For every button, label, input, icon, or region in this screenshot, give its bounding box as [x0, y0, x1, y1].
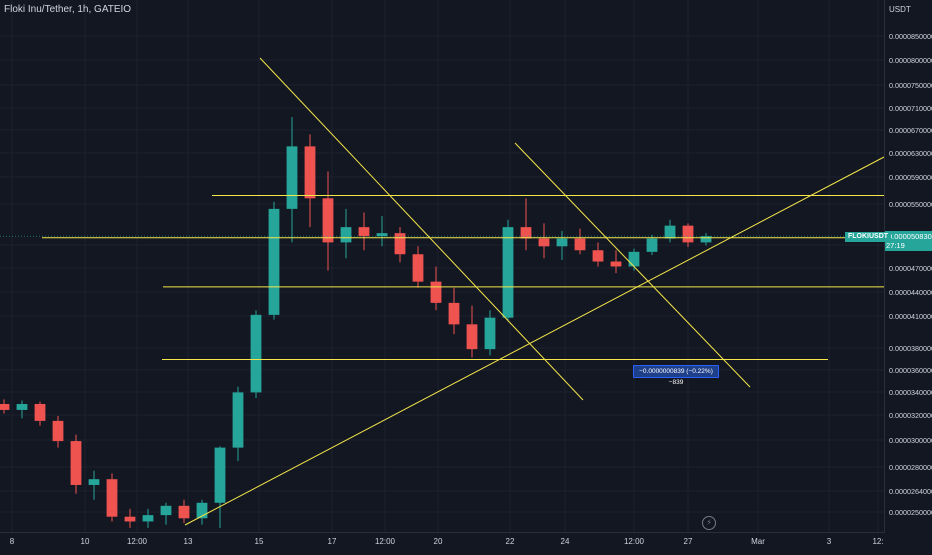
- bar-countdown: 27:19: [886, 241, 905, 250]
- candle-body: [304, 146, 316, 199]
- symbol-price-tag: FLOKIUSDT: [845, 232, 892, 242]
- candle-body: [502, 227, 514, 318]
- last-price-label: 0.0000508303: [885, 231, 932, 251]
- candle-body: [16, 404, 28, 410]
- candle-body: [160, 505, 172, 516]
- y-tick-label: 0.0000280000: [889, 463, 932, 472]
- candle-body: [376, 233, 388, 237]
- y-tick-label: 0.0000750000: [889, 81, 932, 90]
- candle-body: [538, 238, 550, 247]
- candle-body: [214, 447, 226, 503]
- y-tick-label: 0.0000800000: [889, 56, 932, 65]
- x-tick-label: 10: [81, 537, 90, 546]
- candle-body: [34, 404, 46, 421]
- y-tick-label: 0.0000360000: [889, 366, 932, 375]
- trend-line: [514, 142, 751, 388]
- candle-body: [286, 146, 298, 209]
- y-tick-label: 0.0000550000: [889, 200, 932, 209]
- x-tick-label: 20: [434, 537, 443, 546]
- candle-body: [520, 227, 532, 239]
- x-tick-label: Mar: [751, 537, 765, 546]
- x-tick-label: 15: [255, 537, 264, 546]
- candle-body: [412, 254, 424, 282]
- candle-body: [484, 317, 496, 350]
- x-tick-label: 12:: [872, 537, 883, 546]
- candle-body: [664, 225, 676, 239]
- x-tick-label: 12:00: [375, 537, 396, 546]
- candle-body: [574, 238, 586, 251]
- y-tick-label: 0.0000850000: [889, 32, 932, 41]
- candle-body: [106, 479, 118, 517]
- last-price-value: 0.0000508303: [888, 232, 932, 241]
- y-tick-label: 0.0000380000: [889, 344, 932, 353]
- x-tick-label: 17: [328, 537, 337, 546]
- y-tick-label: 0.0000440000: [889, 288, 932, 297]
- y-tick-label: 0.0000670000: [889, 126, 932, 135]
- y-tick-label: 0.0000320000: [889, 411, 932, 420]
- x-tick-label: 8: [10, 537, 15, 546]
- x-tick-label: 12:00: [624, 537, 645, 546]
- axis-currency-label[interactable]: USDT: [889, 5, 911, 14]
- x-tick-label: 24: [561, 537, 570, 546]
- y-tick-label: 0.0000340000: [889, 388, 932, 397]
- x-tick-label: 22: [506, 537, 515, 546]
- candle-body: [394, 233, 406, 255]
- candle-body: [322, 198, 334, 243]
- candle-body: [52, 420, 64, 442]
- candle-body: [628, 251, 640, 267]
- trend-line: [259, 57, 584, 401]
- candle-body: [556, 238, 568, 247]
- x-tick-label: 3: [827, 537, 832, 546]
- symbol-title: Floki Inu/Tether, 1h, GATEIO: [4, 4, 132, 15]
- y-tick-label: 0.0000300000: [889, 436, 932, 445]
- price-axis-border: [884, 0, 885, 532]
- candle-body: [682, 225, 694, 243]
- candle-body: [700, 236, 712, 243]
- candle-body: [268, 208, 280, 315]
- candle-body: [70, 441, 82, 485]
- candle-body: [88, 479, 100, 485]
- trend-line: [184, 156, 885, 526]
- candle-body: [142, 515, 154, 522]
- candle-body: [340, 227, 352, 243]
- candle-body: [430, 281, 442, 303]
- candle-body: [448, 302, 460, 325]
- candle-body: [592, 250, 604, 262]
- candle-body: [466, 324, 478, 350]
- time-axis-border: [0, 532, 885, 533]
- candle-body: [196, 502, 208, 519]
- y-tick-label: 0.0000630000: [889, 149, 932, 158]
- y-tick-label: 0.0000710000: [889, 104, 932, 113]
- x-tick-label: 13: [184, 537, 193, 546]
- y-tick-label: 0.0000410000: [889, 312, 932, 321]
- candle-body: [124, 516, 136, 522]
- y-tick-label: 0.0000264000: [889, 487, 932, 496]
- candle-body: [250, 314, 262, 393]
- candle-body: [646, 238, 658, 252]
- y-tick-label: 0.0000470000: [889, 264, 932, 273]
- x-tick-label: 12:00: [127, 537, 148, 546]
- x-tick-label: 27: [684, 537, 693, 546]
- candle-body: [358, 227, 370, 237]
- candle-body: [0, 404, 10, 410]
- candle-body: [232, 392, 244, 448]
- candle-body: [178, 505, 190, 519]
- y-tick-label: 0.0000250000: [889, 508, 932, 517]
- measure-label[interactable]: −0.0000000839 (−0.22%) −839: [633, 365, 719, 386]
- y-tick-label: 0.0000590000: [889, 173, 932, 182]
- lightning-icon[interactable]: ⚡: [702, 516, 716, 530]
- candle-body: [610, 261, 622, 267]
